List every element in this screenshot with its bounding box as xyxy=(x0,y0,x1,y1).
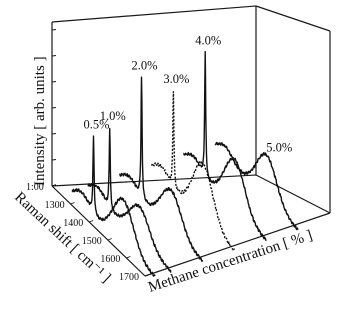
series-label-5-0pct: 5.0% xyxy=(266,141,292,155)
raman-tick xyxy=(107,238,112,241)
raman-tick xyxy=(51,184,57,187)
floor-diagonal-edge xyxy=(144,212,331,277)
series-label-1-0pct: 1.0% xyxy=(100,109,126,123)
intensity-tick xyxy=(51,107,57,109)
raman-tick xyxy=(70,202,75,205)
intensity-tick xyxy=(51,29,57,31)
intensity-axis-title: Intensity [ arb. units ] xyxy=(32,56,48,186)
series-labels: 5.0% 4.0% 3.0% 2.0% 1.0%0.5% xyxy=(84,34,293,155)
spectrum-line-3-0pct xyxy=(150,91,236,251)
spectrum-line-0-5pct xyxy=(71,135,156,277)
raman-tick-label: 1400 xyxy=(63,218,83,229)
raman-tick-label: 1300 xyxy=(45,200,65,211)
intensity-tick xyxy=(51,133,57,135)
series-label-0-5pct: 0.5% xyxy=(84,118,110,132)
floor-back-edge xyxy=(51,174,257,187)
raman-tick-label: 1700 xyxy=(119,272,139,283)
series-label-4-0pct: 4.0% xyxy=(195,34,221,48)
series-label-2-0pct: 2.0% xyxy=(132,59,158,73)
spectrum-line-5-0pct xyxy=(214,141,299,231)
intensity-tick xyxy=(51,159,57,161)
intensity-tick xyxy=(51,81,57,83)
raman-axis-ticks xyxy=(51,184,150,277)
spectrum-line-4-0pct xyxy=(182,51,267,242)
intensity-axis-ticks xyxy=(51,29,57,187)
spectra-series xyxy=(71,51,299,277)
raman-tick-label: 1:00 xyxy=(26,182,44,193)
series-label-3-0pct: 3.0% xyxy=(163,72,189,86)
side-wall-top-edge xyxy=(255,5,331,32)
floor-front-edge xyxy=(51,185,146,277)
raman-tick xyxy=(144,274,150,277)
raman-tick xyxy=(89,220,94,223)
chart-frame xyxy=(51,5,331,277)
back-wall-top-edge xyxy=(51,5,257,23)
raman-tick xyxy=(126,256,131,259)
spectrum-line-2-0pct xyxy=(118,76,204,262)
raman-tick-label: 1500 xyxy=(82,236,102,247)
raman-tick-label: 1600 xyxy=(100,254,120,265)
floor-right-edge xyxy=(255,174,331,214)
methane-axis-title: Methane concentration [ % ] xyxy=(146,228,314,296)
intensity-tick xyxy=(51,55,57,57)
spectrum-line-1-0pct xyxy=(87,127,172,273)
